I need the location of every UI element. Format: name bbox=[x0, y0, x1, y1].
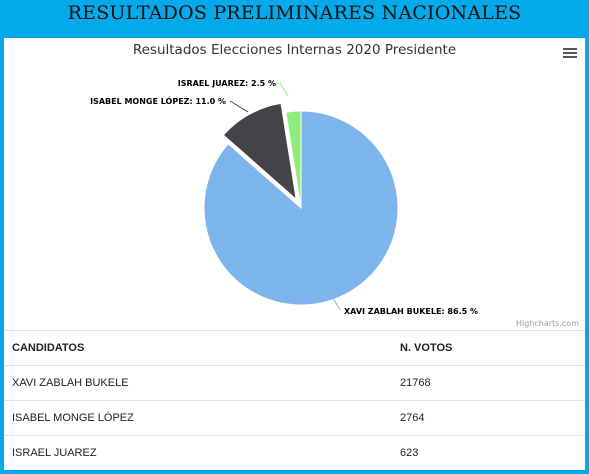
chart-credits[interactable]: Highcharts.com bbox=[516, 319, 579, 328]
candidate-name: ISABEL MONGE LÓPEZ bbox=[4, 400, 392, 436]
connector-isabel-monge-lopez bbox=[229, 100, 249, 113]
data-label-isabel-monge-lopez: ISABEL MONGE LÓPEZ: 11.0 % bbox=[90, 95, 226, 106]
pie-svg: XAVI ZABLAH BUKELE: 86.5 % ISABEL MONGE L… bbox=[90, 79, 478, 316]
page-title: RESULTADOS PRELIMINARES NACIONALES bbox=[67, 2, 522, 24]
connector-xavi-zablah-bukele bbox=[332, 297, 341, 311]
chart-title: Resultados Elecciones Internas 2020 Pres… bbox=[132, 42, 457, 58]
pie-chart: Resultados Elecciones Internas 2020 Pres… bbox=[4, 38, 585, 330]
candidate-name: XAVI ZABLAH BUKELE bbox=[4, 365, 392, 401]
vote-count: 21768 bbox=[392, 365, 585, 401]
pie-slice-israel-juarez[interactable] bbox=[285, 110, 302, 209]
column-header-votos: N. VOTOS bbox=[392, 330, 585, 366]
column-header-candidatos: CANDIDATOS bbox=[4, 330, 392, 366]
candidate-name: ISRAEL JUAREZ bbox=[4, 435, 392, 470]
hamburger-icon[interactable] bbox=[563, 46, 577, 60]
pie-slice-isabel-monge-lopez[interactable] bbox=[222, 102, 297, 201]
vote-count: 623 bbox=[392, 435, 585, 470]
results-table: CANDIDATOS N. VOTOS XAVI ZABLAH BUKELE 2… bbox=[4, 330, 585, 470]
table-row: XAVI ZABLAH BUKELE 21768 bbox=[4, 365, 585, 401]
data-label-israel-juarez: ISRAEL JUAREZ: 2.5 % bbox=[178, 79, 276, 88]
table-header-row: CANDIDATOS N. VOTOS bbox=[4, 330, 585, 366]
table-row: ISABEL MONGE LÓPEZ 2764 bbox=[4, 400, 585, 436]
results-card: Resultados Elecciones Internas 2020 Pres… bbox=[4, 38, 585, 470]
connector-israel-juarez bbox=[279, 82, 289, 97]
table-row: ISRAEL JUAREZ 623 bbox=[4, 435, 585, 470]
vote-count: 2764 bbox=[392, 400, 585, 436]
data-label-xavi-zablah-bukele: XAVI ZABLAH BUKELE: 86.5 % bbox=[344, 307, 478, 316]
